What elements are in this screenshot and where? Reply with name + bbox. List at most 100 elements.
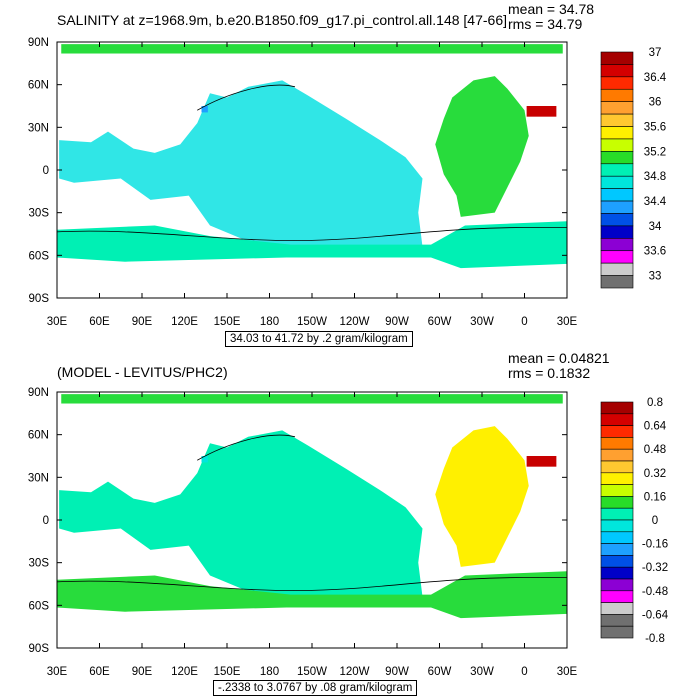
colorbar-swatch: [600, 413, 634, 426]
y-tick-label: 30S: [29, 208, 50, 220]
contour-line: [197, 434, 296, 461]
colorbar-swatch: [600, 101, 634, 115]
chart-title: SALINITY at z=1968.9m, b.e20.B1850.f09_g…: [57, 12, 507, 28]
x-tick-label: 90W: [385, 316, 409, 328]
colorbar-swatch: [600, 200, 634, 214]
colorbar-label: 37: [649, 47, 662, 59]
colorbar-swatch: [600, 472, 634, 485]
x-tick-label: 150E: [214, 666, 241, 678]
colorbar-swatch: [600, 401, 634, 415]
colorbar-swatch: [600, 460, 634, 474]
x-tick-label: 30E: [557, 316, 578, 328]
x-tick-label: 30W: [470, 666, 494, 678]
colorbar-swatch: [600, 543, 634, 556]
colorbar-swatch: [600, 238, 634, 252]
contour-line: [197, 84, 296, 111]
colorbar-label: 0.64: [644, 421, 667, 433]
x-tick-label: 180: [260, 316, 279, 328]
colorbar-label: -0.32: [642, 562, 668, 574]
salinity-map: 30E 60E 90E 120E 150E 180 150W 120W 90W 60W 30W 0 30…: [28, 37, 667, 328]
colorbar-swatch: [600, 163, 634, 177]
colorbar-label: 34.8: [644, 171, 666, 183]
atlantic-field: [435, 76, 529, 217]
colorbar-swatch: [600, 51, 634, 65]
colorbar-label: 36: [649, 97, 662, 109]
arctic-field: [61, 44, 563, 54]
marginal-sea-field: [201, 106, 208, 113]
x-tick-label: 90E: [132, 666, 153, 678]
colorbar-swatch: [600, 614, 634, 627]
x-tick-label: 180: [260, 666, 279, 678]
difference-map: 30E 60E 90E 120E 150E 180 150W 120W 90W 60W 30W 0 30…: [28, 387, 669, 678]
x-tick-label: 60E: [89, 666, 110, 678]
colorbar-label: 34: [649, 221, 662, 233]
x-tick-label: 150W: [297, 316, 327, 328]
colorbar-swatch: [600, 88, 634, 102]
colorbar-swatch: [600, 262, 634, 276]
y-tick-label: 60N: [28, 430, 49, 442]
x-tick-label: 120E: [171, 316, 198, 328]
colorbar-label: -0.16: [642, 539, 668, 551]
marginal-sea-field: [201, 456, 208, 463]
atlantic-field: [435, 426, 529, 567]
colorbar-swatch: [600, 138, 634, 152]
x-tick-label: 60W: [428, 666, 452, 678]
x-tick-label: 30E: [47, 666, 68, 678]
colorbar-label: 0.48: [644, 444, 666, 456]
colorbar-swatch: [600, 250, 634, 264]
x-tick-label: 150W: [297, 666, 327, 678]
difference-panel: (MODEL - LEVITUS/PHC2) mean = 0.04821 rm…: [0, 350, 700, 700]
x-tick-label: 30W: [470, 316, 494, 328]
y-tick-label: 30N: [28, 122, 49, 134]
colorbar-swatch: [600, 225, 634, 239]
colorbar-swatch: [600, 437, 634, 450]
colorbar-swatch: [600, 602, 634, 615]
colorbar-label: -0.8: [645, 633, 665, 645]
stat-rms: rms = 0.1832: [508, 365, 591, 381]
y-tick-label: 90S: [29, 293, 50, 305]
colorbar-swatch: [600, 625, 634, 639]
arctic-field: [61, 394, 563, 404]
y-tick-label: 0: [43, 165, 49, 177]
colorbar-label: 35.6: [644, 122, 666, 134]
pacific-indian-field: [59, 80, 423, 247]
colorbar-swatch: [600, 126, 634, 140]
range-note: -.2338 to 3.0767 by .08 gram/kilogram: [213, 680, 418, 696]
colorbar-label: 33.6: [644, 246, 666, 258]
y-tick-label: 90N: [28, 37, 49, 49]
colorbar-swatch: [600, 213, 634, 227]
stat-mean: mean = 34.78: [508, 1, 595, 17]
chart-title: (MODEL - LEVITUS/PHC2): [57, 364, 228, 380]
x-tick-label: 150E: [214, 316, 241, 328]
colorbar-label: 36.4: [644, 72, 667, 84]
x-tick-label: 90E: [132, 316, 153, 328]
colorbar-swatch: [600, 448, 634, 462]
colorbar-swatch: [600, 590, 634, 603]
colorbar-label: 0: [652, 515, 658, 527]
x-tick-label: 30E: [47, 316, 68, 328]
x-tick-label: 120E: [171, 666, 198, 678]
colorbar-swatch: [600, 188, 634, 202]
colorbar-swatch: [600, 175, 634, 189]
y-tick-label: 60S: [29, 250, 50, 262]
x-tick-label: 0: [521, 666, 527, 678]
stat-mean: mean = 0.04821: [508, 350, 610, 366]
colorbar-swatch: [600, 484, 634, 497]
mediterranean-field: [526, 106, 557, 117]
mediterranean-field: [526, 456, 557, 467]
x-tick-label: 60W: [428, 316, 452, 328]
colorbar-label: 35.2: [644, 146, 666, 158]
contour-line: [56, 226, 568, 242]
colorbar-label: 0.8: [647, 397, 663, 409]
colorbar-swatch: [600, 76, 634, 90]
colorbar-swatch: [600, 507, 634, 521]
colorbar-label: -0.48: [642, 586, 668, 598]
colorbar-swatch: [600, 113, 634, 127]
colorbar-swatch: [600, 578, 634, 592]
x-tick-label: 120W: [339, 316, 369, 328]
colorbar-label: -0.64: [642, 609, 669, 621]
x-tick-label: 30E: [557, 666, 578, 678]
pacific-indian-field: [59, 430, 423, 597]
y-tick-label: 90N: [28, 387, 49, 399]
x-tick-label: 60E: [89, 316, 110, 328]
